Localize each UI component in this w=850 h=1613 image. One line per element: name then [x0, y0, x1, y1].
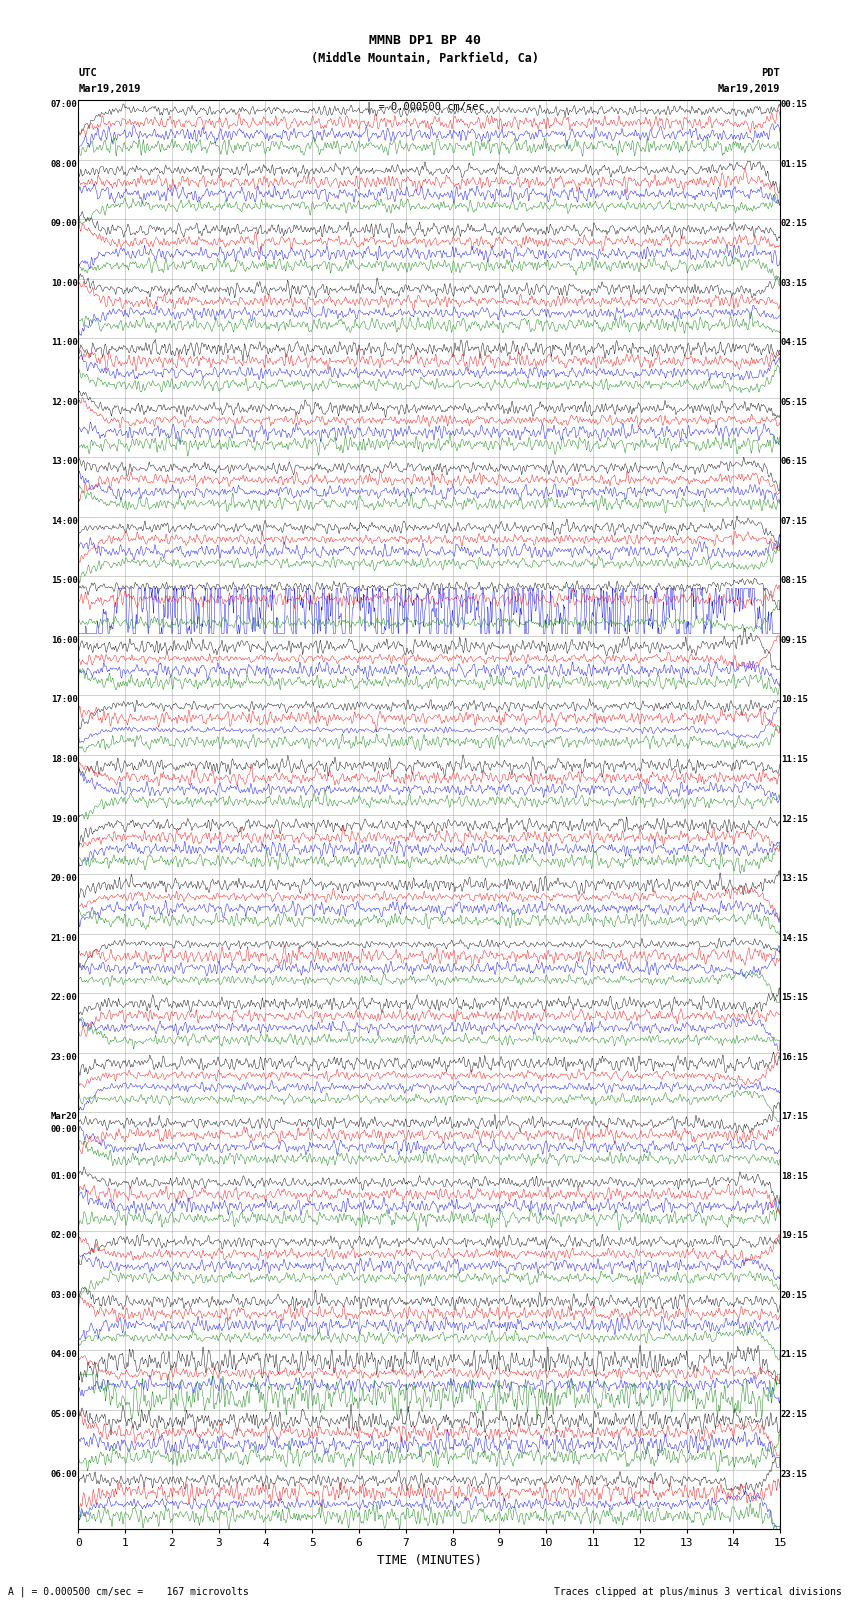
- Text: 06:00: 06:00: [51, 1469, 78, 1479]
- Text: 19:15: 19:15: [780, 1231, 808, 1240]
- Text: 15:15: 15:15: [780, 994, 808, 1002]
- Text: 02:00: 02:00: [51, 1231, 78, 1240]
- Text: 14:15: 14:15: [780, 934, 808, 942]
- Text: 16:00: 16:00: [51, 636, 78, 645]
- Text: 19:00: 19:00: [51, 815, 78, 824]
- Text: 07:00: 07:00: [51, 100, 78, 110]
- Text: 21:15: 21:15: [780, 1350, 808, 1360]
- Text: 01:15: 01:15: [780, 160, 808, 168]
- Text: 21:00: 21:00: [51, 934, 78, 942]
- Text: 00:15: 00:15: [780, 100, 808, 110]
- Text: 20:00: 20:00: [51, 874, 78, 882]
- Text: 13:15: 13:15: [780, 874, 808, 882]
- Text: 10:00: 10:00: [51, 279, 78, 287]
- Text: 04:15: 04:15: [780, 339, 808, 347]
- Text: PDT: PDT: [762, 68, 780, 77]
- Text: 05:00: 05:00: [51, 1410, 78, 1419]
- Text: 05:15: 05:15: [780, 398, 808, 406]
- Text: 16:15: 16:15: [780, 1053, 808, 1061]
- Text: 22:00: 22:00: [51, 994, 78, 1002]
- Text: 18:00: 18:00: [51, 755, 78, 765]
- Text: 03:15: 03:15: [780, 279, 808, 287]
- Text: 22:15: 22:15: [780, 1410, 808, 1419]
- Text: 00:00: 00:00: [51, 1126, 78, 1134]
- Text: | = 0.000500 cm/sec: | = 0.000500 cm/sec: [366, 102, 484, 113]
- Text: Mar19,2019: Mar19,2019: [78, 84, 141, 94]
- Text: 12:00: 12:00: [51, 398, 78, 406]
- Text: UTC: UTC: [78, 68, 97, 77]
- Text: 11:15: 11:15: [780, 755, 808, 765]
- X-axis label: TIME (MINUTES): TIME (MINUTES): [377, 1553, 482, 1566]
- Text: 17:15: 17:15: [780, 1113, 808, 1121]
- Text: 09:00: 09:00: [51, 219, 78, 227]
- Text: Traces clipped at plus/minus 3 vertical divisions: Traces clipped at plus/minus 3 vertical …: [553, 1587, 842, 1597]
- Text: 04:00: 04:00: [51, 1350, 78, 1360]
- Text: 08:00: 08:00: [51, 160, 78, 168]
- Text: 07:15: 07:15: [780, 516, 808, 526]
- Text: 18:15: 18:15: [780, 1171, 808, 1181]
- Text: (Middle Mountain, Parkfield, Ca): (Middle Mountain, Parkfield, Ca): [311, 52, 539, 65]
- Text: Mar20: Mar20: [51, 1113, 78, 1121]
- Text: 15:00: 15:00: [51, 576, 78, 586]
- Text: 01:00: 01:00: [51, 1171, 78, 1181]
- Text: 11:00: 11:00: [51, 339, 78, 347]
- Text: 23:00: 23:00: [51, 1053, 78, 1061]
- Text: 17:00: 17:00: [51, 695, 78, 705]
- Text: 23:15: 23:15: [780, 1469, 808, 1479]
- Text: A | = 0.000500 cm/sec =    167 microvolts: A | = 0.000500 cm/sec = 167 microvolts: [8, 1586, 249, 1597]
- Text: MMNB DP1 BP 40: MMNB DP1 BP 40: [369, 34, 481, 47]
- Text: 08:15: 08:15: [780, 576, 808, 586]
- Text: 09:15: 09:15: [780, 636, 808, 645]
- Text: 06:15: 06:15: [780, 458, 808, 466]
- Text: 13:00: 13:00: [51, 458, 78, 466]
- Text: Mar19,2019: Mar19,2019: [717, 84, 780, 94]
- Text: 03:00: 03:00: [51, 1290, 78, 1300]
- Text: 02:15: 02:15: [780, 219, 808, 227]
- Text: 20:15: 20:15: [780, 1290, 808, 1300]
- Text: 12:15: 12:15: [780, 815, 808, 824]
- Text: 14:00: 14:00: [51, 516, 78, 526]
- Text: 10:15: 10:15: [780, 695, 808, 705]
